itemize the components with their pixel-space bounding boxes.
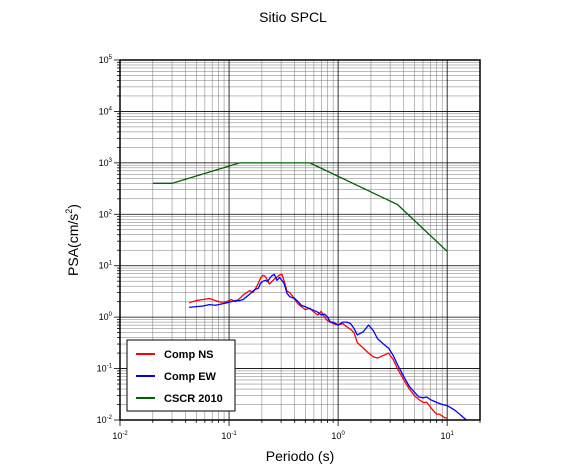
y-tick-base: 10 — [99, 158, 109, 168]
x-tick-label: 10-1 — [221, 431, 237, 441]
x-tick-label: 101 — [440, 431, 454, 441]
y-tick-label: 10-1 — [97, 364, 113, 374]
y-tick-label: 100 — [99, 312, 113, 322]
x-tick-exp: 1 — [451, 431, 455, 437]
y-tick-label: 10-2 — [97, 415, 113, 425]
y-tick-exp: 3 — [109, 158, 113, 164]
y-tick-exp: 2 — [109, 209, 113, 215]
y-tick-base: 10 — [99, 261, 109, 271]
x-tick-label: 100 — [331, 431, 345, 441]
y-tick-exp: 5 — [109, 55, 113, 61]
x-tick-exp: -1 — [231, 431, 237, 437]
y-tick-label: 102 — [99, 209, 113, 219]
chart-title: Sitio SPCL — [259, 9, 327, 25]
series-line-comp-ew — [189, 273, 467, 421]
x-tick-base: 10 — [440, 431, 450, 441]
y-axis-label-sup: 2 — [64, 209, 74, 214]
y-tick-base: 10 — [97, 364, 107, 374]
y-tick-exp: 0 — [109, 312, 113, 318]
y-axis-label: PSA(cm/s2) — [64, 204, 81, 276]
x-tick-exp: 0 — [341, 431, 345, 437]
series-layer — [152, 162, 467, 421]
y-tick-exp: 1 — [109, 261, 113, 267]
legend: Comp NS Comp EW CSCR 2010 — [126, 339, 236, 412]
x-axis-label: Periodo (s) — [266, 448, 334, 464]
y-tick-exp: -1 — [107, 364, 113, 370]
x-tick-label: 10-2 — [112, 431, 128, 441]
y-tick-base: 10 — [99, 312, 109, 322]
x-tick-base: 10 — [221, 431, 231, 441]
y-tick-base: 10 — [99, 55, 109, 65]
y-axis-label-main: PSA(cm/s — [65, 214, 81, 276]
x-tick-exp: -2 — [122, 431, 128, 437]
y-tick-label: 103 — [99, 158, 113, 168]
legend-label: CSCR 2010 — [164, 393, 223, 405]
grid-minor — [120, 60, 481, 420]
y-tick-base: 10 — [99, 209, 109, 219]
y-tick-label: 104 — [99, 106, 113, 116]
series-line-cscr-2010 — [152, 162, 448, 252]
y-tick-base: 10 — [99, 106, 109, 116]
x-tick-base: 10 — [112, 431, 122, 441]
y-tick-label: 105 — [99, 55, 113, 65]
legend-label: Comp NS — [164, 349, 214, 361]
x-tick-base: 10 — [331, 431, 341, 441]
y-tick-exp: 4 — [109, 106, 113, 112]
y-tick-base: 10 — [97, 415, 107, 425]
plot-frame — [119, 59, 481, 421]
legend-label: Comp EW — [164, 371, 217, 383]
y-tick-exp: -2 — [107, 415, 113, 421]
y-axis-label-end: ) — [65, 204, 81, 209]
y-tick-label: 101 — [99, 261, 113, 271]
x-tick-labels: 10-2 10-1 100 101 — [112, 431, 454, 441]
